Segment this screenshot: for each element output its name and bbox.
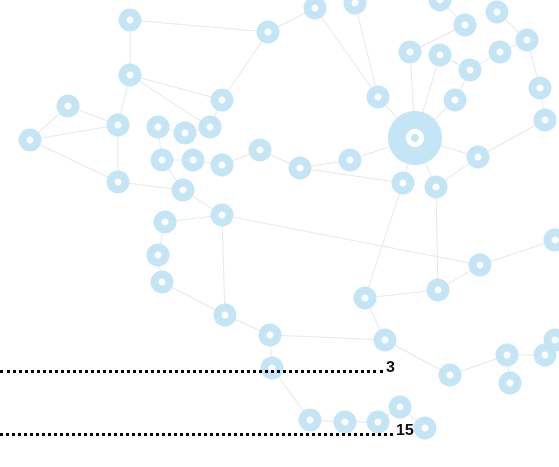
toc-entry: 3	[0, 358, 395, 378]
edge	[222, 215, 480, 265]
edge	[130, 75, 222, 100]
node-center	[422, 425, 429, 432]
node-center	[257, 147, 264, 154]
node-center	[159, 279, 166, 286]
node-center	[27, 137, 34, 144]
edge	[365, 183, 403, 298]
node-center	[552, 337, 559, 344]
node-center	[537, 85, 544, 92]
edge	[436, 187, 438, 290]
node-center	[347, 157, 354, 164]
node-center	[219, 97, 226, 104]
node-center	[433, 184, 440, 191]
page: {"toc": {"entries": [{"page": "3"}, {"pa…	[0, 0, 559, 467]
node-center	[219, 212, 226, 219]
node-center	[265, 29, 272, 36]
node-center	[507, 380, 514, 387]
node-center	[115, 122, 122, 129]
node-center	[180, 187, 187, 194]
node-center	[159, 157, 166, 164]
edge	[30, 125, 118, 140]
node-center	[65, 103, 72, 110]
node-center	[219, 162, 226, 169]
node-center	[524, 37, 531, 44]
node-center	[475, 154, 482, 161]
node-center	[467, 67, 474, 74]
edge	[222, 215, 225, 315]
node-center	[552, 237, 559, 244]
edge	[30, 140, 118, 182]
node-center	[407, 49, 414, 56]
page-number: 3	[386, 358, 395, 378]
node-center	[477, 262, 484, 269]
node-center	[382, 337, 389, 344]
node-center	[437, 52, 444, 59]
node-center	[297, 165, 304, 172]
node-center	[542, 117, 549, 124]
network-background	[0, 0, 559, 467]
node-center	[504, 352, 511, 359]
node-center	[312, 5, 319, 12]
node-center	[375, 94, 382, 101]
node-core	[411, 134, 419, 142]
edge	[315, 8, 378, 97]
node-center	[542, 352, 549, 359]
edge	[355, 3, 378, 97]
node-center	[462, 22, 469, 29]
node-center	[190, 157, 197, 164]
node-center	[207, 124, 214, 131]
toc-entry: 15	[0, 421, 414, 441]
node-center	[362, 295, 369, 302]
node-center	[267, 332, 274, 339]
node-center	[400, 180, 407, 187]
page-number: 15	[396, 421, 414, 441]
node-center	[494, 9, 501, 16]
dot-leader	[0, 433, 393, 436]
edge	[130, 20, 268, 32]
node-center	[115, 179, 122, 186]
node-center	[497, 49, 504, 56]
edge	[480, 240, 555, 265]
node-center	[155, 124, 162, 131]
node-center	[447, 372, 454, 379]
node-center	[182, 130, 189, 137]
node-center	[162, 219, 169, 226]
node-center	[127, 17, 134, 24]
edge	[270, 335, 385, 340]
node-center	[397, 404, 404, 411]
node-center	[452, 97, 459, 104]
dot-leader	[0, 370, 383, 373]
edge	[222, 32, 268, 100]
edge	[130, 75, 210, 127]
node-center	[127, 72, 134, 79]
node-center	[155, 252, 162, 259]
node-center	[435, 287, 442, 294]
node-center	[222, 312, 229, 319]
